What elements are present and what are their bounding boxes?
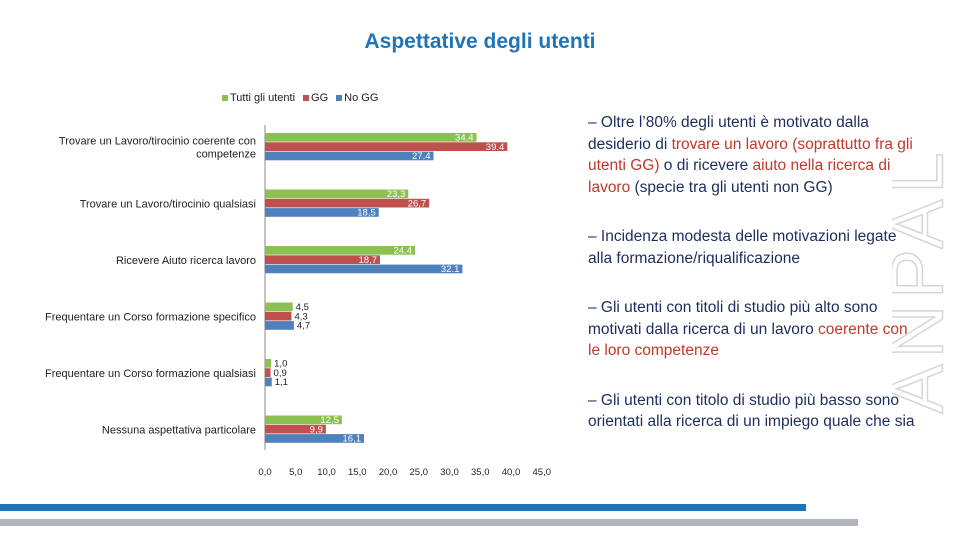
note-text: – Gli utenti con titoli di studio più al… — [588, 299, 878, 338]
legend-label-gg: GG — [311, 92, 329, 104]
bar-gg — [265, 198, 430, 208]
category-label: Frequentare un Corso formazione qualsias… — [45, 368, 256, 380]
bar-gg — [265, 368, 271, 377]
x-tick-label: 0,0 — [258, 467, 271, 478]
chart-legend: Tutti gli utenti GG No GG — [222, 92, 378, 104]
data-label: 26,7 — [408, 198, 427, 209]
legend-item-tutti: Tutti gli utenti — [222, 92, 295, 104]
data-label: 9,9 — [310, 424, 323, 435]
x-tick-label: 20,0 — [379, 467, 398, 478]
note-1: – Oltre l’80% degli utenti è motivato da… — [588, 112, 923, 198]
bar-nogg — [265, 264, 463, 274]
legend-swatch-tutti — [222, 95, 228, 101]
data-label: 24.4 — [394, 246, 413, 257]
x-tick-label: 35,0 — [471, 467, 490, 478]
footer-bar-gray — [0, 519, 858, 526]
bar-tutti — [265, 302, 293, 312]
bar-tutti — [265, 246, 416, 255]
note-2: – Incidenza modesta delle motivazioni le… — [588, 226, 923, 269]
legend-swatch-nogg — [336, 95, 343, 101]
note-text: – Incidenza modesta delle motivazioni le… — [588, 228, 897, 267]
bar-nogg — [265, 151, 434, 161]
note-text: – Gli utenti con titolo di studio più ba… — [588, 391, 915, 431]
x-tick-label: 40,0 — [502, 467, 521, 478]
x-tick-label: 30,0 — [440, 467, 459, 478]
category-label: Trovare un Lavoro/tirocinio coerente con… — [59, 135, 256, 160]
bar-tutti — [265, 133, 477, 142]
bar-gg — [265, 424, 326, 434]
bar-tutti — [265, 359, 272, 368]
bar-nogg — [265, 208, 379, 217]
watermark-text: ANPAL — [892, 146, 954, 413]
anpal-watermark: ANPAL — [892, 146, 954, 415]
note-text: – Oltre l’80% degli utenti è motivato da… — [588, 114, 869, 153]
bar-nogg — [265, 321, 294, 330]
bar-tutti — [265, 189, 409, 199]
legend-item-nogg: No GG — [336, 92, 378, 104]
note-text: (specie tra gli utenti non GG) — [630, 178, 833, 196]
note-highlight: aiuto nella ricerca di lavoro — [588, 157, 891, 196]
bar-gg — [265, 311, 292, 321]
data-label: 39.4 — [486, 142, 505, 153]
data-label: 4,5 — [296, 302, 309, 313]
legend-item-gg: GG — [303, 92, 328, 104]
bar-tutti — [265, 415, 342, 425]
data-label: 34.4 — [455, 133, 474, 144]
data-label: 4,3 — [294, 311, 307, 322]
note-text: o di ricevere — [659, 157, 753, 174]
data-label: 1,1 — [275, 377, 288, 388]
legend-label-nogg: No GG — [344, 92, 379, 104]
data-label: 0,9 — [274, 368, 287, 379]
data-label: 32.1 — [441, 264, 460, 275]
legend-label-tutti: Tutti gli utenti — [230, 92, 296, 104]
bar-gg — [265, 142, 508, 151]
footer-bar-blue — [0, 504, 806, 511]
x-tick-label: 45,0 — [533, 467, 552, 478]
note-4: – Gli utenti con titolo di studio più ba… — [588, 390, 923, 433]
chart-title: Aspettative degli utenti — [364, 30, 596, 53]
data-label: 27.4 — [412, 151, 431, 162]
x-tick-label: 5,0 — [289, 467, 302, 478]
note-3: – Gli utenti con titoli di studio più al… — [588, 297, 923, 362]
data-label: 18,7 — [359, 255, 378, 266]
notes-panel: – Oltre l’80% degli utenti è motivato da… — [588, 112, 923, 461]
bar-gg — [265, 255, 381, 264]
note-highlight: trovare un lavoro — [671, 135, 788, 153]
category-label: Trovare un Lavoro/tirocinio qualsiasi — [80, 198, 256, 210]
x-tick-label: 25,0 — [410, 467, 429, 478]
category-label: Frequentare un Corso formazione specific… — [45, 311, 256, 323]
note-highlight: (soprattutto fra gli utenti GG) — [588, 135, 913, 175]
data-label: 1,0 — [274, 359, 287, 370]
note-highlight: coerente con le loro competenze — [588, 320, 908, 360]
x-tick-label: 10,0 — [317, 467, 336, 478]
category-label: Ricevere Aiuto ricerca lavoro — [116, 255, 256, 267]
data-label: 18,5 — [357, 208, 376, 219]
data-label: 4,7 — [297, 321, 310, 332]
bar-nogg — [265, 377, 272, 387]
bar-nogg — [265, 434, 365, 443]
x-tick-label: 15,0 — [348, 467, 367, 478]
category-label: Nessuna aspettativa particolare — [102, 424, 256, 436]
data-label: 23,3 — [387, 189, 406, 200]
data-label: 16,1 — [343, 434, 362, 445]
data-label: 12,5 — [320, 415, 339, 426]
legend-swatch-gg — [303, 95, 310, 101]
